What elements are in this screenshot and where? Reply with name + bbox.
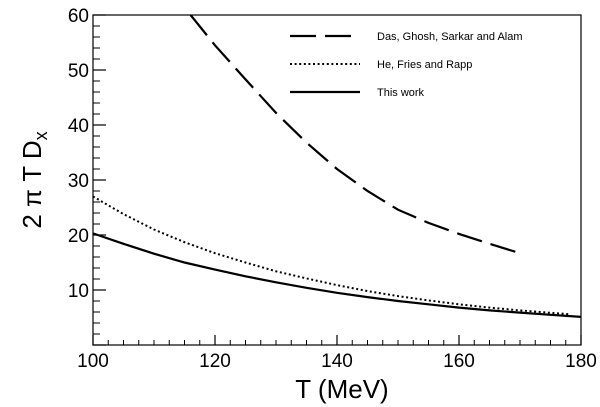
legend: Das, Ghosh, Sarkar and Alam He, Fries and… (290, 31, 523, 99)
y-tick-label: 40 (68, 116, 89, 137)
series-line-3 (93, 232, 581, 318)
x-tick-label: 180 (565, 351, 597, 372)
y-tick-label: 60 (68, 6, 89, 27)
y-axis-title-main: 2 π T D (17, 140, 47, 228)
y-tick-label: 10 (68, 281, 89, 302)
legend-label-2: He, Fries and Rapp (377, 59, 472, 71)
legend-label-3: This work (377, 87, 425, 99)
x-tick-label: 120 (199, 351, 231, 372)
y-axis-title-subscript: x (31, 131, 51, 140)
y-tick-label: 30 (68, 171, 89, 192)
x-axis-title: T (MeV) (295, 374, 388, 404)
y-tick-label: 20 (68, 226, 89, 247)
series-line-2 (93, 195, 569, 316)
y-tick-label: 50 (68, 61, 89, 82)
axes: 100 120 140 160 180 10 20 30 40 50 60 (68, 6, 597, 372)
series-line-1 (189, 15, 521, 255)
x-tick-label: 100 (77, 351, 109, 372)
legend-label-1: Das, Ghosh, Sarkar and Alam (377, 31, 523, 43)
x-tick-label: 140 (321, 351, 353, 372)
x-tick-label: 160 (443, 351, 475, 372)
series-layer (93, 15, 581, 318)
y-axis-title: 2 π T Dx (17, 131, 51, 228)
